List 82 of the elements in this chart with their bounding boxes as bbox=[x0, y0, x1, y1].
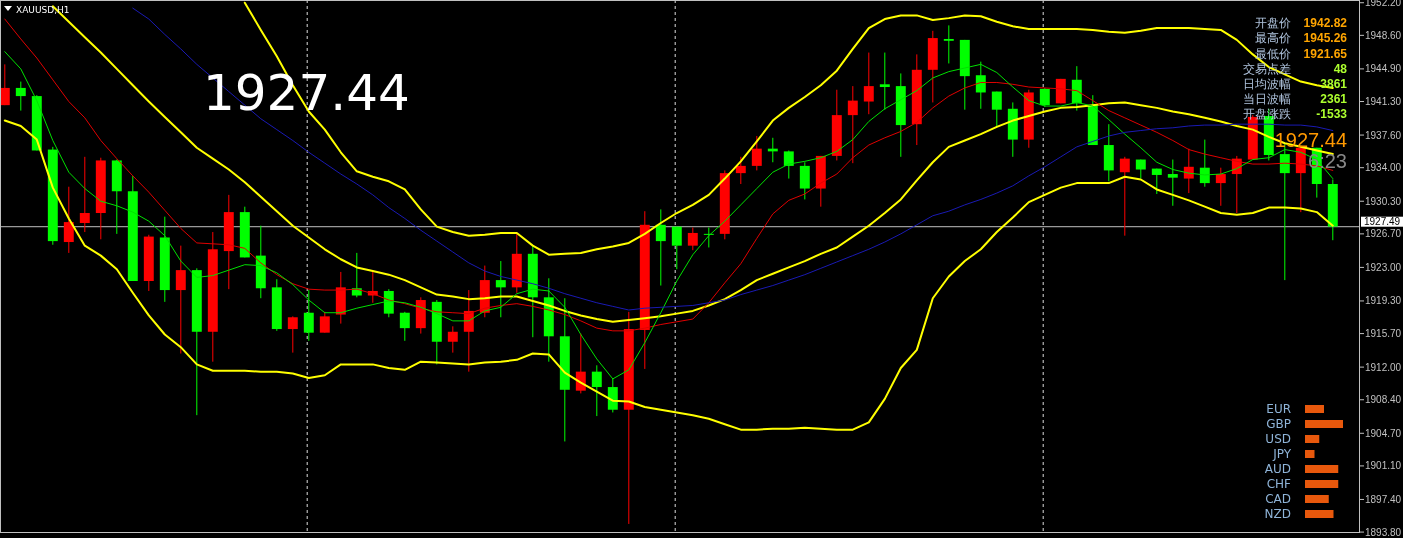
candlestick bbox=[991, 91, 1002, 128]
y-tick-label: 1904.70 bbox=[1365, 427, 1402, 439]
candlestick bbox=[1215, 167, 1226, 207]
bar bbox=[1305, 420, 1343, 428]
candlestick bbox=[863, 52, 874, 115]
y-tick-label: GBP bbox=[1266, 417, 1291, 432]
annotation: 最低价 bbox=[1255, 46, 1291, 61]
candlestick bbox=[879, 52, 890, 111]
ref-line-label: 1927.49 bbox=[1364, 216, 1401, 228]
candlestick bbox=[351, 252, 362, 298]
annotation: -1533 bbox=[1316, 107, 1348, 122]
candlestick bbox=[1151, 168, 1162, 195]
y-tick-label: 1937.60 bbox=[1365, 129, 1402, 141]
y-tick-label: 1923.00 bbox=[1365, 261, 1402, 273]
y-tick-label: 1948.60 bbox=[1365, 29, 1402, 41]
candlestick bbox=[79, 156, 90, 233]
candlestick bbox=[1199, 139, 1210, 188]
annotation: 1942.82 bbox=[1303, 16, 1348, 31]
candlestick bbox=[1183, 148, 1194, 194]
y-tick-label: 1893.80 bbox=[1365, 526, 1402, 538]
candlestick bbox=[1167, 159, 1178, 207]
annotation: 48 bbox=[1333, 61, 1348, 76]
annotation: 2361 bbox=[1320, 92, 1348, 107]
y-tick-label: 1915.70 bbox=[1365, 328, 1402, 340]
candlestick bbox=[943, 24, 954, 64]
candlestick bbox=[1071, 65, 1082, 112]
candlestick bbox=[0, 63, 10, 106]
y-tick-label: 1901.10 bbox=[1365, 460, 1402, 472]
candlestick bbox=[15, 81, 26, 112]
y-tick-label: CHF bbox=[1266, 477, 1292, 492]
annotation: 3861 bbox=[1320, 77, 1348, 91]
candlestick bbox=[287, 315, 298, 354]
candlestick bbox=[1119, 156, 1130, 237]
candlestick bbox=[591, 364, 602, 417]
bar bbox=[1305, 405, 1324, 413]
candlestick bbox=[399, 311, 410, 342]
annotation: 最高价 bbox=[1255, 31, 1291, 46]
y-tick-label: 1912.00 bbox=[1365, 361, 1402, 373]
candlestick bbox=[975, 61, 986, 110]
annotation: 开盘价 bbox=[1255, 16, 1291, 31]
y-tick-label: EUR bbox=[1266, 402, 1291, 417]
bar bbox=[1305, 480, 1339, 488]
candlestick bbox=[687, 227, 698, 251]
y-tick-label: 1919.30 bbox=[1365, 295, 1402, 307]
bar bbox=[1305, 495, 1329, 503]
candlestick bbox=[303, 289, 314, 342]
candlestick bbox=[383, 288, 394, 318]
y-tick-label: 1952.20 bbox=[1365, 0, 1402, 9]
candlestick bbox=[735, 156, 746, 185]
y-tick-label: USD bbox=[1265, 432, 1291, 447]
y-tick-label: 1934.00 bbox=[1365, 162, 1402, 174]
y-tick-label: NZD bbox=[1264, 507, 1291, 522]
candlestick bbox=[319, 311, 330, 334]
y-tick-label: 1897.40 bbox=[1365, 493, 1402, 505]
bar bbox=[1305, 450, 1315, 458]
y-tick-label: 1941.30 bbox=[1365, 96, 1402, 108]
y-tick-label: 1908.40 bbox=[1365, 394, 1402, 406]
candlestick bbox=[655, 208, 666, 287]
y-tick-label: AUD bbox=[1264, 462, 1291, 477]
candlestick bbox=[671, 226, 682, 270]
y-tick-label: CAD bbox=[1265, 492, 1291, 507]
candlestick bbox=[783, 149, 794, 180]
candlestick bbox=[607, 377, 618, 413]
candlestick bbox=[751, 135, 762, 171]
candlestick bbox=[447, 325, 458, 354]
bar bbox=[1305, 435, 1320, 443]
candlestick bbox=[63, 186, 74, 254]
annotation: 1927.44 bbox=[1274, 129, 1347, 151]
candlestick bbox=[799, 161, 810, 200]
y-tick-label: 1926.70 bbox=[1365, 228, 1402, 240]
annotation: 日均波幅 bbox=[1243, 77, 1291, 91]
y-tick-label: 1930.30 bbox=[1365, 195, 1402, 207]
annotation: 1921.65 bbox=[1303, 46, 1348, 61]
candlestick bbox=[847, 85, 858, 164]
bar bbox=[1305, 510, 1334, 518]
y-tick-label: 1944.90 bbox=[1365, 63, 1402, 75]
candlestick bbox=[175, 245, 186, 355]
bar bbox=[1305, 465, 1339, 473]
y-tick-label: JPY bbox=[1272, 447, 1292, 462]
candlestick bbox=[495, 260, 506, 318]
annotation: 当日波幅 bbox=[1243, 92, 1291, 107]
annotation: 1945.26 bbox=[1303, 31, 1348, 46]
